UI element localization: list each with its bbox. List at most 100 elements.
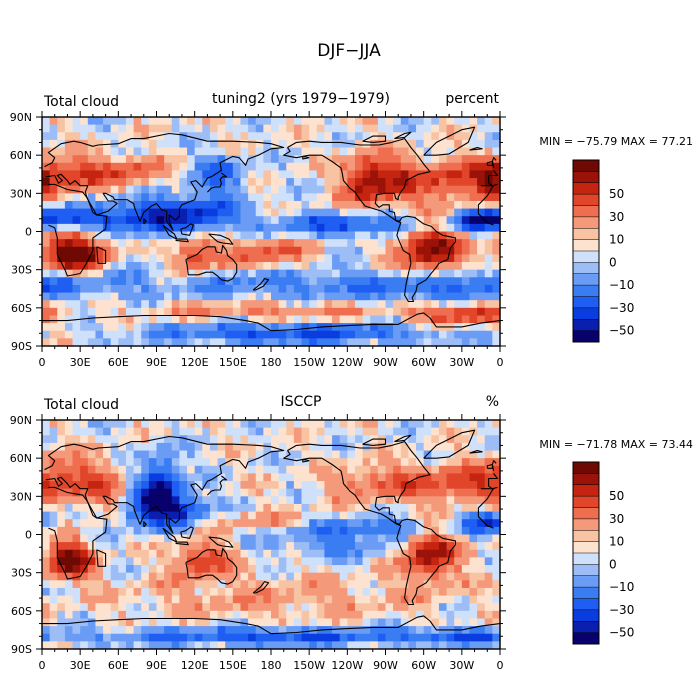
heatmap-cell <box>141 534 150 543</box>
heatmap-cell <box>446 262 455 271</box>
heatmap-cell <box>446 549 455 558</box>
heatmap-cell <box>293 435 303 444</box>
heatmap-cell <box>141 626 150 635</box>
heatmap-cell <box>133 223 142 233</box>
heatmap-cell <box>255 330 264 339</box>
heatmap-cell <box>393 481 402 490</box>
heatmap-cell <box>118 503 127 513</box>
heatmap-cell <box>278 603 287 612</box>
heatmap-cell <box>194 542 203 551</box>
heatmap-cell <box>316 246 326 255</box>
heatmap-cell <box>438 458 448 467</box>
heatmap-cell <box>240 132 249 141</box>
heatmap-cell <box>393 147 402 156</box>
heatmap-cell <box>209 595 219 604</box>
heatmap-cell <box>293 633 303 642</box>
heatmap-cell <box>385 565 394 574</box>
heatmap-cell <box>339 557 348 566</box>
heatmap-cell <box>393 618 402 627</box>
heatmap-cell <box>187 633 196 642</box>
heatmap-cell <box>156 262 165 271</box>
heatmap-cell <box>217 338 226 347</box>
heatmap-cell <box>95 147 104 156</box>
heatmap-cell <box>278 542 287 551</box>
heatmap-cell <box>469 132 478 141</box>
coastline <box>208 233 234 245</box>
heatmap-cell <box>477 147 486 156</box>
heatmap-cell <box>370 565 379 574</box>
heatmap-cell <box>469 307 478 317</box>
heatmap-cell <box>209 323 219 332</box>
heatmap-cell <box>354 557 364 566</box>
heatmap-cell <box>278 450 287 459</box>
heatmap-cell <box>293 269 303 278</box>
heatmap-cell <box>454 338 463 347</box>
heatmap-cell <box>332 473 341 482</box>
heatmap-cell <box>240 435 249 444</box>
heatmap-cell <box>416 147 425 156</box>
heatmap-cell <box>240 465 249 475</box>
heatmap-cell <box>141 315 150 324</box>
heatmap-cell <box>171 618 180 627</box>
heatmap-cell <box>202 641 211 650</box>
heatmap-cell <box>72 420 81 429</box>
heatmap-cell <box>408 626 417 635</box>
heatmap-cell <box>87 323 97 332</box>
heatmap-cell <box>72 200 81 210</box>
heatmap-cell <box>477 162 486 172</box>
heatmap-cell <box>64 139 74 149</box>
heatmap-cell <box>400 323 409 332</box>
heatmap-cell <box>194 277 203 286</box>
heatmap-cell <box>42 534 51 543</box>
heatmap-cell <box>133 208 142 217</box>
heatmap-cell <box>80 323 89 332</box>
heatmap-cell <box>477 496 486 505</box>
heatmap-cell <box>179 269 188 278</box>
heatmap-cell <box>209 488 219 497</box>
heatmap-cell <box>125 246 135 255</box>
heatmap-cell <box>194 603 203 612</box>
heatmap-cell <box>332 170 341 179</box>
heatmap-cell <box>332 155 341 164</box>
heatmap-cell <box>171 427 180 436</box>
heatmap-cell <box>446 473 455 482</box>
heatmap-cell <box>385 587 394 597</box>
heatmap-cell <box>255 511 264 520</box>
heatmap-cell <box>438 420 448 429</box>
heatmap-cell <box>431 626 440 635</box>
heatmap-cell <box>347 618 356 627</box>
heatmap-cell <box>95 427 104 436</box>
heatmap-cell <box>225 208 234 217</box>
heatmap-cell <box>103 284 112 294</box>
heatmap-cell <box>156 557 165 566</box>
colorbar-label: −50 <box>609 626 634 640</box>
heatmap-cell <box>255 292 264 301</box>
heatmap-cell <box>354 208 364 217</box>
heatmap-cell <box>72 139 81 149</box>
heatmap-cell <box>362 292 371 301</box>
heatmap-cell <box>423 542 432 551</box>
heatmap-cell <box>309 193 318 202</box>
heatmap-cell <box>171 641 180 650</box>
heatmap-cell <box>332 603 341 612</box>
heatmap-cell <box>461 216 471 225</box>
heatmap-cell <box>240 503 249 513</box>
heatmap-cell <box>141 292 150 301</box>
coastline <box>486 160 493 166</box>
heatmap-cell <box>423 254 432 263</box>
heatmap-cell <box>217 216 226 225</box>
heatmap-cell <box>339 315 348 324</box>
heatmap-cell <box>42 246 51 255</box>
heatmap-cell <box>217 641 226 650</box>
heatmap-cell <box>301 124 310 133</box>
heatmap-cell <box>72 526 81 536</box>
heatmap-cell <box>385 610 394 620</box>
heatmap-cell <box>293 185 303 194</box>
heatmap-cell <box>309 488 318 497</box>
heatmap-cell <box>354 132 364 141</box>
heatmap-cell <box>347 277 356 286</box>
heatmap-cell <box>301 465 310 475</box>
heatmap-cell <box>370 147 379 156</box>
heatmap-cell <box>72 223 81 233</box>
heatmap-cell <box>80 603 89 612</box>
